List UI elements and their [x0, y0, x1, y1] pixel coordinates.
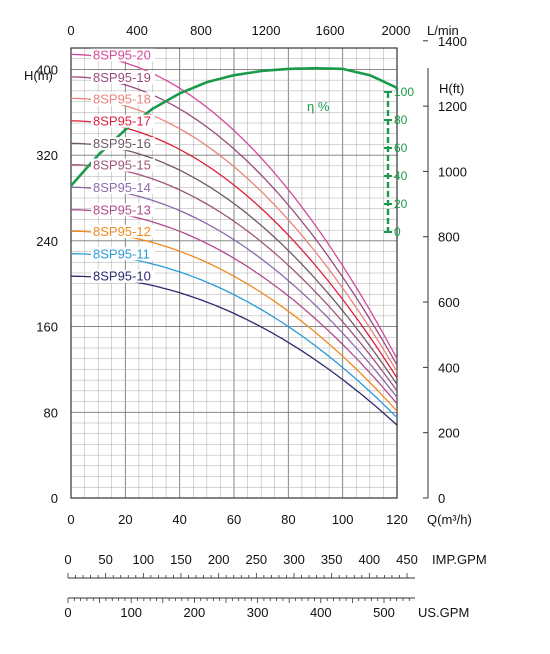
us-gpm-tick: 300	[247, 605, 269, 620]
x-m3h-tick: 20	[118, 512, 132, 527]
x-lmin-tick: 1200	[252, 23, 281, 38]
x-lmin-tick: 2000	[382, 23, 411, 38]
y-ft-tick: 800	[438, 230, 460, 245]
curve-labels: 8SP95-20 8SP95-19 8SP95-18 8SP95-17 8SP95-16…	[91, 47, 155, 284]
head-curve	[71, 120, 398, 379]
curve-label-bg	[91, 137, 155, 151]
curve-label-bg	[91, 269, 155, 283]
y-ft-tick: 1200	[438, 99, 467, 114]
imp-gpm-tick: 100	[132, 552, 154, 567]
y-ft-tick: 1400	[438, 34, 467, 49]
head-curve	[70, 53, 398, 360]
efficiency-axis: η % 0 20 40 60 80 100	[307, 85, 414, 239]
imp-gpm-tick: 50	[98, 552, 112, 567]
us-gpm-tick: 0	[64, 605, 71, 620]
imp-gpm-unit: IMP.GPM	[432, 552, 487, 567]
imp-gpm-tick: 350	[321, 552, 343, 567]
efficiency-tick: 80	[394, 113, 408, 127]
curve-label-bg	[91, 70, 155, 84]
plot-frame	[70, 47, 398, 499]
x-lmin-tick: 400	[126, 23, 148, 38]
x-m3h-tick: 80	[281, 512, 295, 527]
imp-gpm-tick: 200	[208, 552, 230, 567]
us-gpm-tick: 400	[310, 605, 332, 620]
curve-label: 8SP95-15	[93, 158, 151, 173]
efficiency-tick: 0	[394, 225, 401, 239]
head-curve	[70, 76, 398, 366]
curve-label-bg	[91, 203, 155, 217]
y-m-tick: 0	[51, 491, 58, 506]
head-curve	[71, 97, 398, 372]
x-m3h-tick: 40	[172, 512, 186, 527]
us-gpm-tick: 100	[120, 605, 142, 620]
curve-label-bg	[91, 181, 155, 195]
x-m3h-tick: 60	[227, 512, 241, 527]
curve-label: 8SP95-20	[93, 47, 151, 62]
curve-label: 8SP95-14	[93, 180, 151, 195]
y-ft-tick: 400	[438, 360, 460, 375]
x-lmin-tick: 0	[67, 23, 74, 38]
curve-label: 8SP95-12	[93, 224, 151, 239]
x-m3h-unit: Q(m³/h)	[427, 512, 472, 527]
us-gpm-tick: 200	[184, 605, 206, 620]
curve-label-bg	[91, 114, 155, 128]
curve-label: 8SP95-10	[93, 269, 151, 284]
y-ft-tick: 600	[438, 295, 460, 310]
curve-label: 8SP95-13	[93, 202, 151, 217]
curve-label-bg	[91, 48, 155, 62]
efficiency-tick: 20	[394, 197, 408, 211]
us-gpm-tick: 500	[373, 605, 395, 620]
y-ft-unit: H(ft)	[439, 81, 464, 96]
imp-gpm-tick: 150	[170, 552, 192, 567]
efficiency-tick: 100	[394, 85, 414, 99]
x-lmin-tick: 1600	[316, 23, 345, 38]
efficiency-label: η %	[307, 99, 330, 114]
y-m-tick: 320	[36, 148, 58, 163]
y-m-tick: 240	[36, 234, 58, 249]
y-ft-tick: 0	[438, 491, 445, 506]
y-ft-tick: 200	[438, 426, 460, 441]
efficiency-curve	[70, 66, 398, 187]
us-gpm-unit: US.GPM	[418, 605, 469, 620]
y-m-tick: 400	[36, 62, 58, 77]
efficiency-tick: 60	[394, 141, 408, 155]
curve-label-bg	[91, 92, 155, 106]
imp-gpm-tick: 450	[396, 552, 418, 567]
curve-label-bg	[91, 224, 155, 238]
imp-gpm-tick: 250	[245, 552, 267, 567]
x-lmin-unit: L/min	[427, 23, 459, 38]
y-m-tick: 160	[36, 320, 58, 335]
imp-gpm-tick: 0	[64, 552, 71, 567]
imp-gpm-tick: 400	[358, 552, 380, 567]
curve-label: 8SP95-16	[93, 136, 151, 151]
curve-label-bg	[91, 247, 155, 261]
imp-gpm-tick: 300	[283, 552, 305, 567]
efficiency-tick: 40	[394, 169, 408, 183]
curve-label-bg	[91, 158, 155, 172]
curve-label: 8SP95-19	[93, 70, 151, 85]
axes: 0 20 40 60 80 100 120 Q(m³/h)0 400 800 1200 1600 200…	[24, 23, 487, 620]
x-m3h-tick: 120	[386, 512, 408, 527]
curve-label: 8SP95-18	[93, 91, 151, 106]
y-m-tick: 80	[44, 405, 58, 420]
curve-label: 8SP95-17	[93, 114, 151, 129]
curve-label: 8SP95-11	[93, 246, 150, 261]
y-m-unit: H(m)	[24, 68, 53, 83]
x-m3h-tick: 100	[332, 512, 354, 527]
y-ft-tick: 1000	[438, 164, 467, 179]
x-lmin-tick: 800	[190, 23, 212, 38]
x-m3h-tick: 0	[67, 512, 74, 527]
